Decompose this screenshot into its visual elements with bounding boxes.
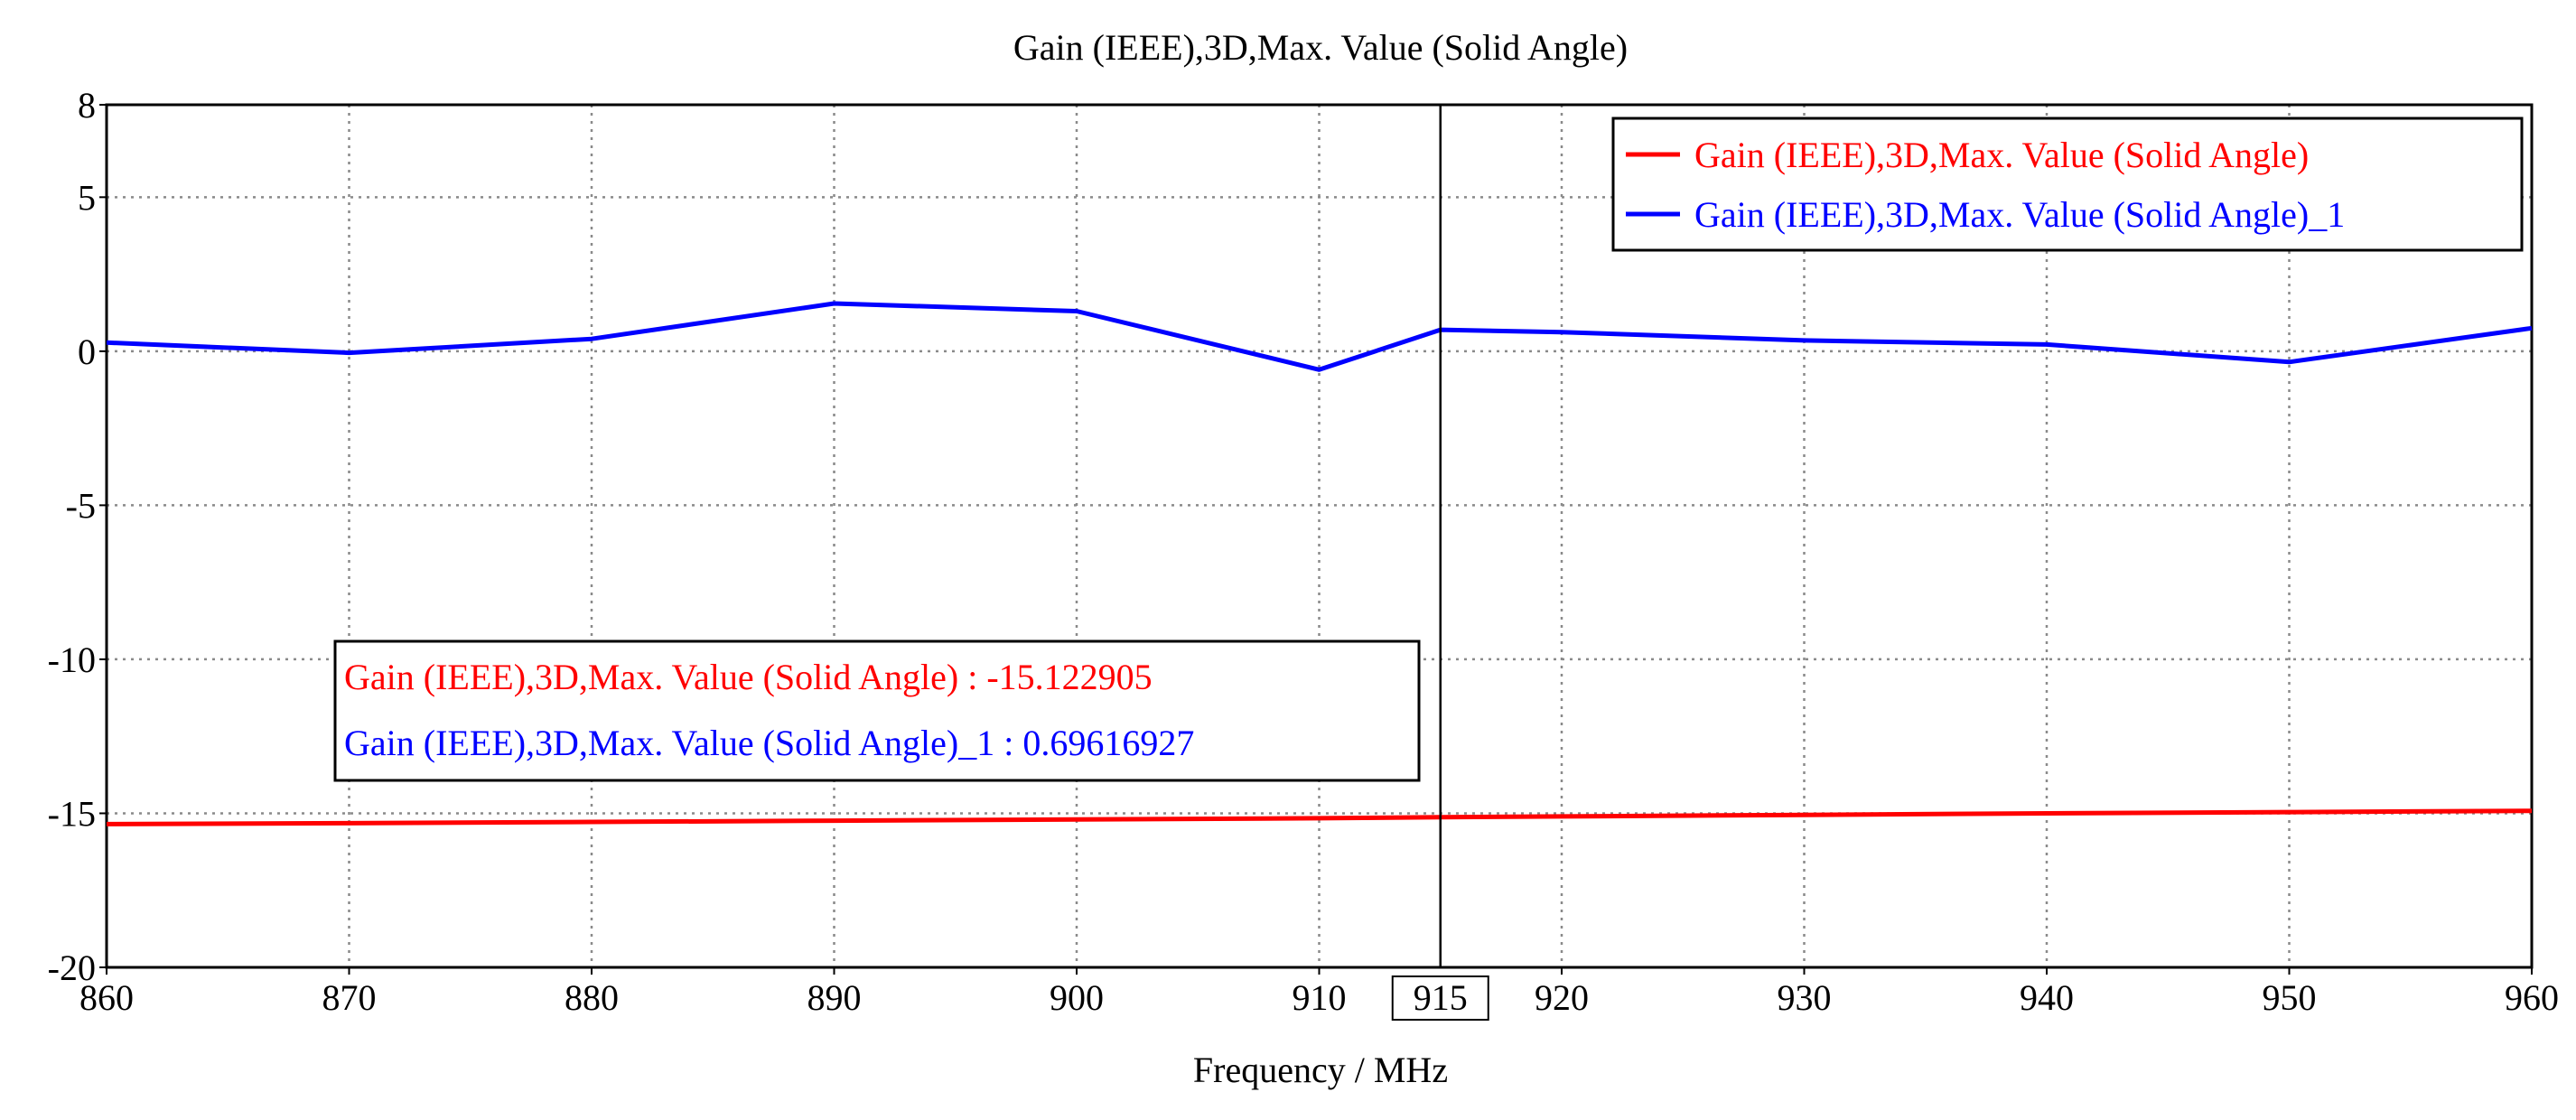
readout-line-1: Gain (IEEE),3D,Max. Value (Solid Angle) … <box>344 657 1153 697</box>
readout-box <box>333 639 1421 782</box>
x-tick-label: 890 <box>807 977 862 1018</box>
x-tick-label: 860 <box>79 977 134 1018</box>
readout-line-2: Gain (IEEE),3D,Max. Value (Solid Angle)_… <box>344 723 1194 763</box>
x-tick-label: 930 <box>1778 977 1832 1018</box>
x-tick-label: 950 <box>2263 977 2317 1018</box>
y-tick-label: -5 <box>66 485 96 526</box>
y-tick-label: -20 <box>48 947 96 988</box>
x-tick-label: 940 <box>2020 977 2074 1018</box>
legend: Gain (IEEE),3D,Max. Value (Solid Angle) G… <box>1611 117 2524 252</box>
x-tick-label: 880 <box>565 977 619 1018</box>
chart-title: Gain (IEEE),3D,Max. Value (Solid Angle) <box>1013 27 1628 68</box>
marker-x-label: 915 <box>1391 975 1489 1021</box>
x-tick-label: 910 <box>1293 977 1347 1018</box>
y-tick-label: 0 <box>78 331 96 372</box>
marker-readout: Gain (IEEE),3D,Max. Value (Solid Angle) … <box>333 639 1421 782</box>
x-tick-label: 870 <box>322 977 377 1018</box>
x-tick-label: 960 <box>2505 977 2559 1018</box>
x-axis-label: Frequency / MHz <box>1193 1050 1448 1090</box>
series-line-1[interactable] <box>106 808 2533 826</box>
x-tick-label: 920 <box>1535 977 1589 1018</box>
marker-x-label-box <box>1391 975 1489 1021</box>
legend-label-2[interactable]: Gain (IEEE),3D,Max. Value (Solid Angle)_… <box>1694 194 2345 235</box>
y-tick-label: 8 <box>78 85 96 126</box>
series-line-2[interactable] <box>106 301 2533 372</box>
legend-label-1[interactable]: Gain (IEEE),3D,Max. Value (Solid Angle) <box>1694 135 2309 175</box>
series-group <box>106 301 2533 826</box>
axis-ticks: 860 870 880 890 900 910 920 930 940 950 960 8 5 0 -5 -1… <box>48 85 2559 1018</box>
y-tick-label: -15 <box>48 793 96 834</box>
legend-box <box>1611 117 2524 252</box>
x-tick-label: 900 <box>1050 977 1104 1018</box>
y-tick-label: -10 <box>48 639 96 680</box>
marker-x-label-text: 915 <box>1414 977 1468 1018</box>
y-tick-label: 5 <box>78 177 96 218</box>
